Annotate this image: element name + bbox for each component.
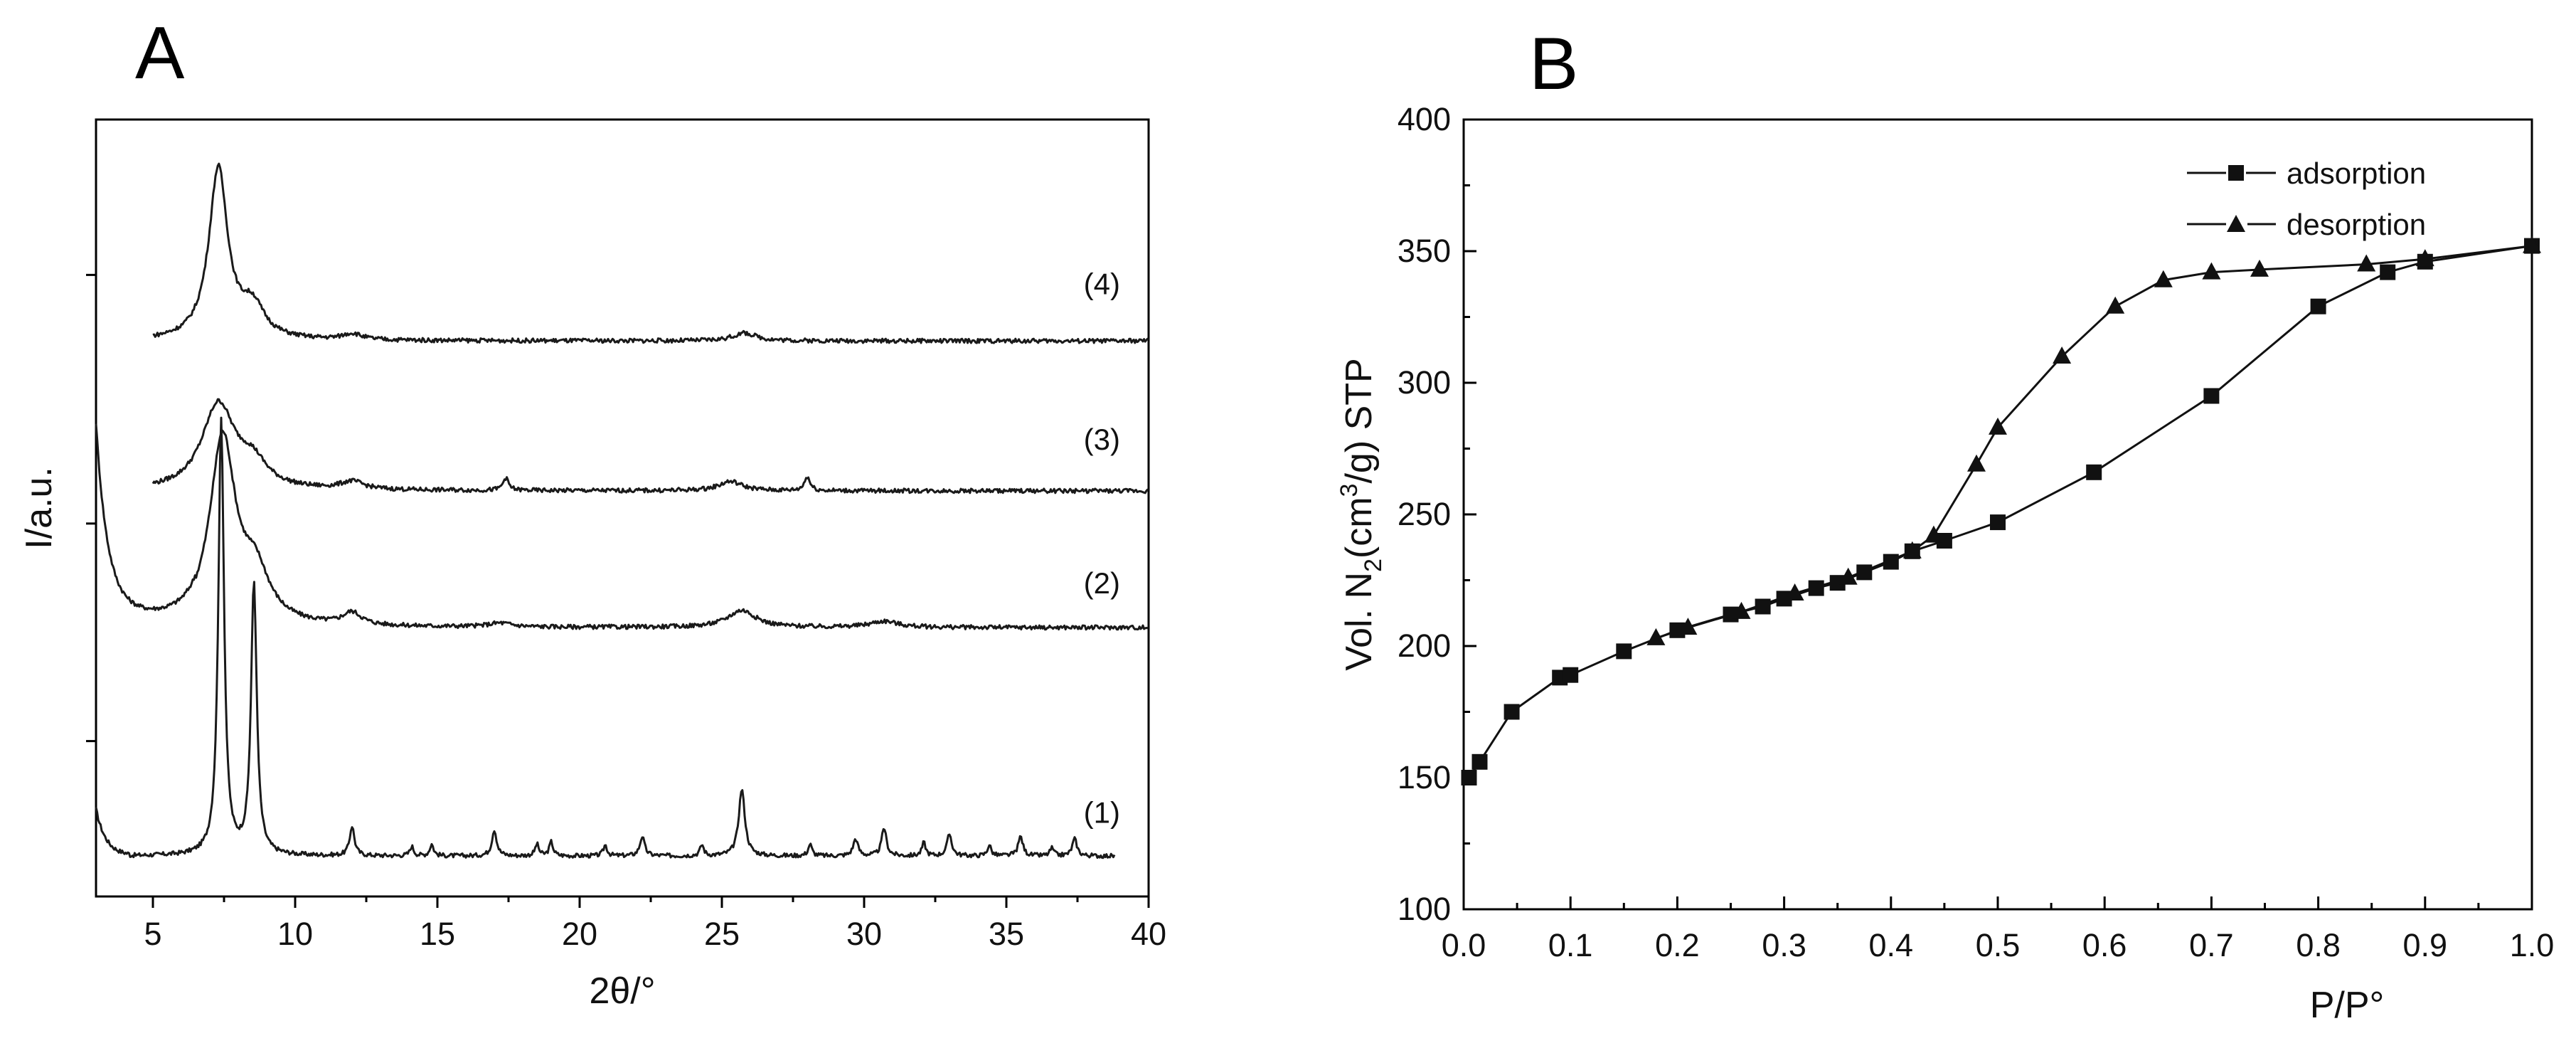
panel-b-x-tick-label: 0.3 [1762, 927, 1806, 963]
adsorption-point [1471, 753, 1488, 770]
xrd-trace-2 [95, 423, 1149, 631]
desorption-point [1924, 525, 1943, 543]
panel-b-y-axis-title: Vol. N2(cm3/g) STP [1336, 358, 1387, 670]
legend-desorption-triangle-marker [2227, 215, 2245, 232]
desorption-point [1902, 541, 1922, 559]
panel-b-legend: adsorption desorption [2187, 157, 2426, 241]
xrd-trace-label-2: (2) [1084, 566, 1120, 600]
panel-b-x-axis: 0.0 0.1 0.2 0.3 0.4 0.5 0.6 0.7 0.8 0.9 1.0 [1442, 896, 2555, 963]
panel-b-y-tick-label: 400 [1398, 101, 1451, 137]
panel-b-x-tick-label: 0.1 [1548, 927, 1593, 963]
panel-a-y-axis-title: I/a.u. [18, 467, 60, 549]
legend-desorption-label: desorption [2287, 208, 2426, 241]
desorption-point [1967, 454, 1986, 472]
panel-a-letter: A [135, 12, 185, 95]
panel-a-x-tick-label: 5 [144, 916, 161, 952]
desorption-point [2106, 296, 2125, 314]
panel-b-isotherm-chart: B 0.0 0.1 0.2 0.3 0.4 0.5 0.6 0.7 0.8 0.9 1.0 1001… [1336, 23, 2554, 1026]
panel-b-series [1461, 236, 2541, 785]
adsorption-point [1563, 667, 1579, 683]
desorption-point [1732, 601, 1751, 619]
xrd-trace-4 [152, 162, 1150, 344]
adsorption-line [1468, 245, 2533, 778]
panel-b-y-tick-label: 150 [1398, 759, 1451, 795]
panel-b-x-tick-label: 0.9 [2403, 927, 2448, 963]
panel-b-x-axis-title: P/P° [2310, 985, 2385, 1026]
y-title-sub-2: 2 [1360, 559, 1387, 572]
xrd-trace-label-4: (4) [1084, 268, 1120, 301]
xrd-trace-1 [95, 416, 1116, 859]
adsorption-point [1616, 643, 1632, 660]
adsorption-point [2310, 298, 2326, 314]
panel-b-y-tick-label: 200 [1398, 628, 1451, 664]
panel-a-x-tick-label: 10 [277, 916, 313, 952]
desorption-point [1678, 618, 1698, 635]
desorption-point [1989, 417, 2007, 435]
xrd-trace-label-3: (3) [1084, 423, 1120, 456]
y-title-sup-3: 3 [1336, 484, 1363, 497]
panel-a-traces [95, 162, 1150, 859]
panel-a-plot-frame [95, 118, 1150, 898]
desorption-point [1646, 628, 1666, 645]
panel-b-x-tick-label: 1.0 [2510, 927, 2555, 963]
y-title-part-cm: (cm [1338, 497, 1380, 559]
panel-b-x-tick-label: 0.6 [2082, 927, 2127, 963]
adsorption-point [2380, 264, 2396, 280]
panel-a-x-tick-label: 35 [989, 916, 1024, 952]
y-title-part-vol: Vol. N [1338, 572, 1380, 671]
adsorption-point [2203, 388, 2220, 404]
adsorption-point [1776, 591, 1792, 607]
adsorption-point [1883, 554, 1899, 570]
legend-adsorption-square-marker [2228, 165, 2244, 181]
panel-b-x-tick-label: 0.5 [1976, 927, 2021, 963]
panel-b-y-tick-label: 250 [1398, 496, 1451, 532]
panel-b-x-tick-label: 0.7 [2189, 927, 2234, 963]
desorption-point [2523, 236, 2541, 253]
xrd-trace-label-1: (1) [1084, 795, 1120, 829]
y-title-part-unit: /g) STP [1338, 358, 1380, 483]
panel-b-x-tick-label: 0.4 [1869, 927, 1914, 963]
panel-b-x-tick-label: 0.2 [1655, 927, 1700, 963]
adsorption-point [1990, 514, 2006, 531]
desorption-point [2250, 259, 2269, 277]
legend-adsorption-label: adsorption [2287, 157, 2426, 190]
xrd-trace-3 [151, 398, 1149, 494]
panel-a-x-tick-label: 25 [704, 916, 740, 952]
panel-a-x-axis-title: 2θ/° [589, 970, 655, 1012]
desorption-point [2154, 270, 2173, 287]
panel-b-y-axis: 100 150 200 250 300 350 400 [1398, 101, 1476, 927]
desorption-line [1655, 245, 2533, 640]
adsorption-point [2086, 464, 2102, 480]
desorption-point [2053, 346, 2072, 364]
adsorption-point [1808, 580, 1824, 596]
panel-a-x-tick-label: 20 [562, 916, 597, 952]
desorption-point [2415, 249, 2434, 267]
panel-a-y-axis [86, 273, 96, 743]
panel-a-curve-labels: (1) (2) (3) (4) [1084, 268, 1120, 830]
desorption-point [2202, 262, 2221, 280]
panel-a-x-tick-label: 40 [1131, 916, 1166, 952]
panel-a-x-tick-label: 15 [420, 916, 455, 952]
adsorption-point [1829, 575, 1846, 591]
panel-a-xrd-chart: A 5 10 15 20 25 30 35 40 (1) (2) (3) (4) 2θ/° I/a.… [18, 12, 1166, 1012]
panel-b-y-tick-label: 100 [1398, 891, 1451, 927]
panel-b-letter: B [1529, 23, 1578, 105]
desorption-point [2357, 254, 2376, 272]
panel-b-y-tick-label: 300 [1398, 364, 1451, 401]
adsorption-point [1936, 533, 1952, 549]
panel-b-x-tick-label: 0.0 [1442, 927, 1486, 963]
panel-b-y-tick-label: 350 [1398, 233, 1451, 269]
panel-a-x-tick-label: 30 [846, 916, 882, 952]
desorption-point [1785, 583, 1804, 600]
desorption-point [1838, 567, 1858, 585]
adsorption-point [1461, 770, 1477, 785]
panel-b-x-tick-label: 0.8 [2296, 927, 2341, 963]
panel-a-x-axis: 5 10 15 20 25 30 35 40 [144, 896, 1166, 952]
adsorption-point [1755, 598, 1771, 615]
adsorption-point [1856, 564, 1873, 581]
adsorption-point [1503, 704, 1520, 720]
